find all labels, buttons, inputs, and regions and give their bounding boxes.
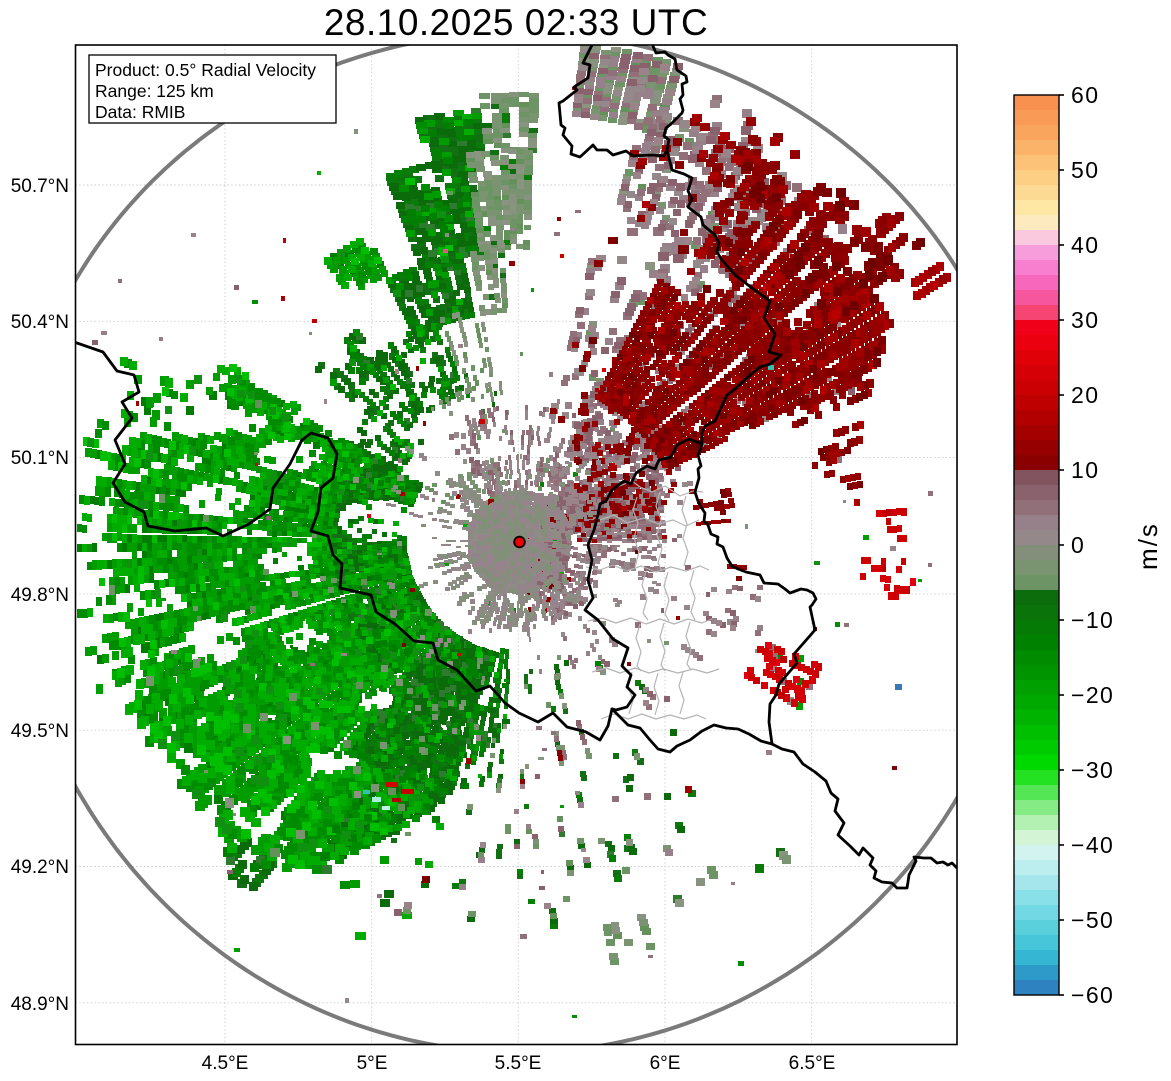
svg-text:m/s: m/s bbox=[1133, 522, 1163, 570]
svg-text:10: 10 bbox=[1071, 457, 1099, 483]
svg-text:0: 0 bbox=[1071, 532, 1085, 558]
svg-text:49.2°N: 49.2°N bbox=[11, 857, 69, 878]
svg-text:−10: −10 bbox=[1071, 607, 1114, 633]
svg-text:−40: −40 bbox=[1071, 832, 1114, 858]
svg-text:Range: 125 km: Range: 125 km bbox=[95, 81, 214, 101]
svg-text:4.5°E: 4.5°E bbox=[202, 1053, 249, 1074]
svg-text:20: 20 bbox=[1071, 382, 1099, 408]
svg-text:6°E: 6°E bbox=[650, 1053, 681, 1074]
svg-text:6.5°E: 6.5°E bbox=[789, 1053, 836, 1074]
svg-text:−60: −60 bbox=[1071, 982, 1114, 1008]
svg-text:−20: −20 bbox=[1071, 682, 1114, 708]
svg-text:50.1°N: 50.1°N bbox=[11, 448, 69, 469]
svg-text:−30: −30 bbox=[1071, 757, 1114, 783]
svg-text:−50: −50 bbox=[1071, 907, 1114, 933]
svg-text:5.5°E: 5.5°E bbox=[495, 1053, 542, 1074]
svg-text:5°E: 5°E bbox=[357, 1053, 388, 1074]
svg-text:48.9°N: 48.9°N bbox=[11, 994, 69, 1015]
svg-text:28.10.2025 02:33 UTC: 28.10.2025 02:33 UTC bbox=[324, 2, 708, 43]
svg-text:50: 50 bbox=[1071, 157, 1099, 183]
svg-text:49.5°N: 49.5°N bbox=[11, 721, 69, 742]
svg-text:Product: 0.5° Radial Velocity: Product: 0.5° Radial Velocity bbox=[95, 60, 316, 80]
svg-text:49.8°N: 49.8°N bbox=[11, 585, 69, 606]
svg-text:Data: RMIB: Data: RMIB bbox=[95, 102, 185, 122]
svg-text:50.7°N: 50.7°N bbox=[11, 176, 69, 197]
svg-text:50.4°N: 50.4°N bbox=[11, 312, 69, 333]
svg-text:60: 60 bbox=[1071, 82, 1099, 108]
svg-text:40: 40 bbox=[1071, 232, 1099, 258]
svg-text:30: 30 bbox=[1071, 307, 1099, 333]
